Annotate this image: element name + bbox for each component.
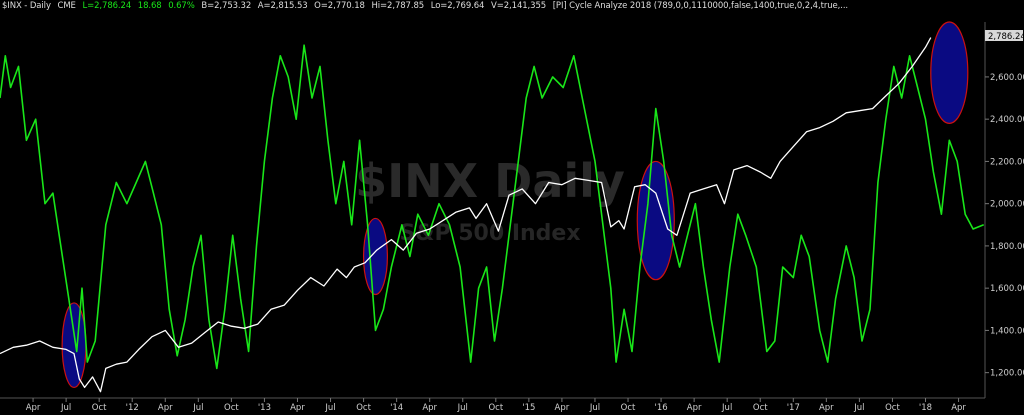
- last-value: L=2,786.24: [82, 1, 132, 11]
- change-value: 18.68: [137, 1, 162, 11]
- x-tick-label: Oct: [885, 403, 900, 413]
- x-tick-label: '15: [522, 403, 535, 413]
- x-tick-label: Apr: [687, 403, 702, 413]
- series-layer: [0, 37, 984, 393]
- last-price-tag-label: 2,786.24: [988, 32, 1024, 42]
- x-tick-label: Oct: [224, 403, 239, 413]
- x-tick-label: Jul: [853, 403, 864, 413]
- x-tick-label: Apr: [555, 403, 570, 413]
- x-tick-label: Apr: [290, 403, 305, 413]
- price-series-line: [0, 37, 932, 393]
- chart-header: $INX - Daily CME L=2,786.24 18.68 0.67% …: [2, 1, 852, 14]
- x-tick-label: Apr: [158, 403, 173, 413]
- open-value: O=2,770.18: [314, 1, 365, 11]
- x-tick-label: Oct: [356, 403, 371, 413]
- watermark-title: $INX Daily: [355, 154, 625, 208]
- indicator-label[interactable]: [PI] Cycle Analyze 2018 (789,0,0,1110000…: [552, 1, 849, 11]
- x-tick-label: Oct: [753, 403, 768, 413]
- high-value: Hi=2,787.85: [371, 1, 425, 11]
- highlight-ellipse: [930, 21, 969, 124]
- low-value: Lo=2,769.64: [430, 1, 485, 11]
- x-tick-label: Apr: [819, 403, 834, 413]
- symbol-label[interactable]: $INX - Daily: [2, 1, 51, 11]
- bid-value: B=2,753.32: [201, 1, 252, 11]
- y-tick-label: 2,200.00: [990, 157, 1024, 167]
- y-tick-label: 2,000.00: [990, 200, 1024, 210]
- x-tick-label: Oct: [488, 403, 503, 413]
- y-tick-label: 1,400.00: [990, 326, 1024, 336]
- cycle-series-line: [0, 44, 984, 370]
- last-price-tag: 2,786.24: [985, 30, 1024, 42]
- x-tick-label: Apr: [26, 403, 41, 413]
- y-axis-ticks: 1,200.00 1,400.00 1,600.00 1,800.00 2,000.00…: [985, 73, 1024, 379]
- x-tick-label: Jul: [192, 403, 203, 413]
- volume-value: V=2,141,355: [490, 1, 547, 11]
- x-tick-label: Oct: [621, 403, 636, 413]
- x-axis-ticks: Apr Jul Oct '12 Apr Jul Oct '13 Apr Jul Oct '14 Apr J…: [26, 398, 966, 413]
- highlight-ellipse: [362, 217, 388, 296]
- x-tick-label: Jul: [324, 403, 335, 413]
- x-tick-label: '17: [787, 403, 800, 413]
- x-tick-label: Jul: [457, 403, 468, 413]
- x-tick-label: Apr: [951, 403, 966, 413]
- x-tick-label: '14: [390, 403, 403, 413]
- x-tick-label: '18: [919, 403, 932, 413]
- x-tick-label: Apr: [422, 403, 437, 413]
- ask-value: A=2,815.53: [257, 1, 308, 11]
- x-tick-label: '13: [258, 403, 271, 413]
- highlight-ellipse: [61, 302, 87, 389]
- x-tick-label: Jul: [60, 403, 71, 413]
- highlight-ellipse: [636, 160, 675, 281]
- x-tick-label: Oct: [92, 403, 107, 413]
- exchange-label: CME: [57, 1, 76, 11]
- x-tick-label: Jul: [721, 403, 732, 413]
- change-pct-value: 0.67%: [168, 1, 195, 11]
- watermark: $INX Daily S&P 500 Index: [355, 154, 625, 246]
- x-tick-label: '16: [654, 403, 667, 413]
- y-tick-label: 2,600.00: [990, 73, 1024, 83]
- x-tick-label: Jul: [589, 403, 600, 413]
- y-tick-label: 1,600.00: [990, 284, 1024, 294]
- y-tick-label: 1,800.00: [990, 242, 1024, 252]
- x-tick-label: '12: [126, 403, 139, 413]
- y-tick-label: 1,200.00: [990, 369, 1024, 379]
- y-tick-label: 2,400.00: [990, 115, 1024, 125]
